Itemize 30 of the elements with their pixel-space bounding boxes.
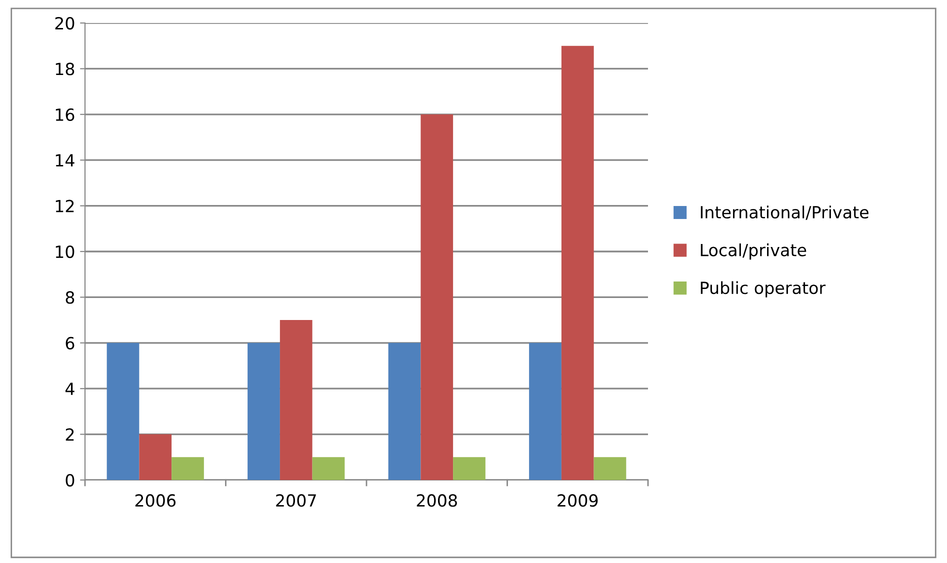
bar bbox=[529, 342, 562, 480]
bar bbox=[420, 114, 454, 480]
bar bbox=[561, 46, 594, 480]
y-tick-label: 6 bbox=[66, 336, 74, 350]
y-tick-label: 2 bbox=[66, 428, 74, 441]
legend-label: Local/private bbox=[700, 243, 806, 260]
bar bbox=[172, 457, 204, 480]
y-tick-label: 4 bbox=[65, 382, 74, 395]
bar bbox=[594, 457, 626, 480]
y-tick-label: 10 bbox=[56, 245, 74, 258]
bar bbox=[139, 434, 172, 480]
y-tick-label: 0 bbox=[66, 474, 74, 487]
y-tick-label: 18 bbox=[56, 62, 74, 76]
bar bbox=[248, 342, 280, 480]
y-tick-label: 20 bbox=[55, 16, 74, 30]
y-tick-label: 12 bbox=[56, 200, 74, 212]
y-tick-label: 16 bbox=[56, 108, 74, 121]
legend-label: Public operator bbox=[700, 281, 826, 298]
x-tick-label: 2006 bbox=[135, 494, 176, 507]
x-tick-label: 2009 bbox=[558, 494, 598, 507]
bar bbox=[106, 342, 140, 480]
y-tick-label: 14 bbox=[56, 154, 74, 166]
bar bbox=[312, 457, 345, 480]
x-tick-label: 2008 bbox=[416, 494, 457, 507]
x-tick-label: 2007 bbox=[276, 494, 316, 507]
bar bbox=[388, 342, 421, 480]
bar bbox=[453, 457, 486, 480]
y-tick-label: 8 bbox=[66, 291, 74, 304]
legend-label: International/Private bbox=[700, 206, 868, 220]
bar bbox=[280, 320, 312, 480]
